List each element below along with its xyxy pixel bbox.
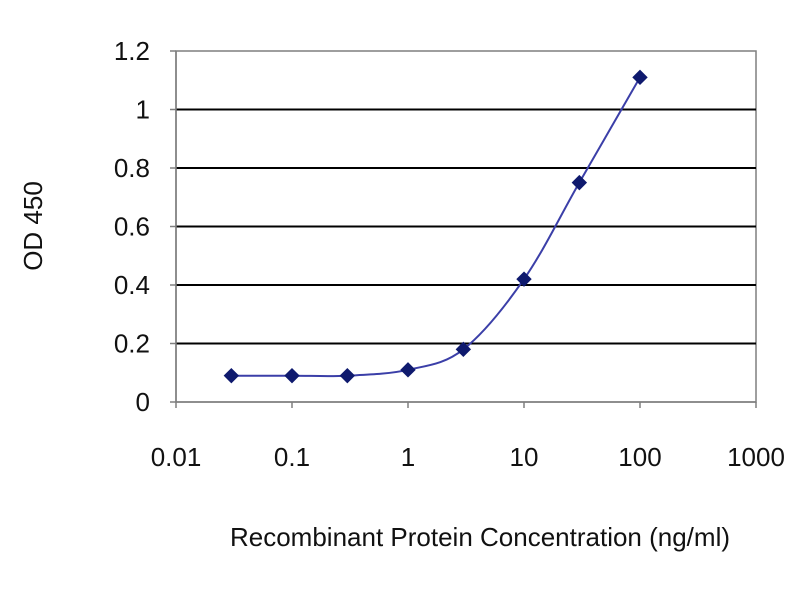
x-tick-label: 10 <box>510 442 539 472</box>
y-tick-label: 1 <box>136 95 150 125</box>
x-tick-label: 100 <box>618 442 661 472</box>
data-point-marker <box>284 367 300 384</box>
x-axis-title: Recombinant Protein Concentration (ng/ml… <box>230 522 730 552</box>
y-tick-label: 0.6 <box>114 212 150 242</box>
data-point-marker <box>339 367 356 384</box>
axes <box>170 50 757 408</box>
x-tick-label: 1 <box>401 442 415 472</box>
data-point-marker <box>516 271 532 287</box>
y-tick-label: 0.4 <box>114 270 150 300</box>
y-tick-label: 0 <box>136 387 150 417</box>
data-point-marker <box>400 362 416 378</box>
data-point-marker <box>632 69 648 86</box>
x-tick-label: 0.1 <box>274 442 310 472</box>
y-tick-label: 0.2 <box>114 329 150 359</box>
y-tick-labels: 0 0.2 0.4 0.6 0.8 1 1.2 <box>114 36 150 417</box>
y-axis-title: OD 450 <box>18 181 48 271</box>
gridlines <box>176 108 756 345</box>
data-point-marker <box>223 367 240 384</box>
y-tick-label: 1.2 <box>114 36 150 66</box>
x-tick-label: 1000 <box>727 442 785 472</box>
x-tick-label: 0.01 <box>151 442 202 472</box>
x-tick-labels: 0.01 0.1 1 10 100 1000 <box>151 442 785 472</box>
series-layer <box>223 69 648 384</box>
y-tick-label: 0.8 <box>114 153 150 183</box>
data-point-marker <box>455 341 472 358</box>
data-point-marker <box>571 174 588 191</box>
